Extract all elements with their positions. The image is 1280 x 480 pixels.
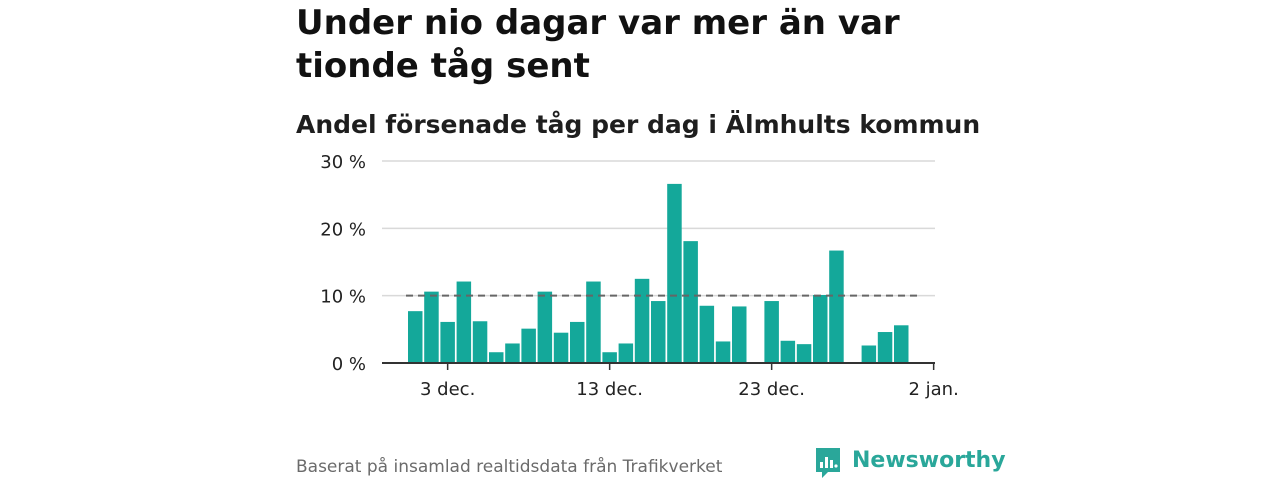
bar <box>472 321 488 363</box>
bar <box>764 301 779 363</box>
y-tick-label: 10 % <box>320 287 366 308</box>
x-axis: 3 dec. 13 dec. 23 dec. 2 jan. <box>382 362 959 400</box>
bar <box>732 306 747 363</box>
bar <box>570 321 585 363</box>
chart-title: Under nio dagar var mer än var tionde tå… <box>296 3 900 86</box>
bar <box>861 345 877 363</box>
bar <box>424 291 439 363</box>
gridlines <box>382 160 935 297</box>
bars <box>408 183 909 363</box>
bar <box>440 321 455 363</box>
y-tick-label: 0 % <box>332 354 366 375</box>
bar <box>586 281 601 363</box>
bar <box>651 301 666 363</box>
brand: Newsworthy <box>814 446 1006 480</box>
bar <box>829 250 844 363</box>
bar <box>408 311 423 363</box>
brand-name: Newsworthy <box>852 448 1006 473</box>
source-note: Baserat på insamlad realtidsdata från Tr… <box>296 457 723 477</box>
bar <box>699 305 715 363</box>
bar <box>796 344 812 363</box>
bar <box>553 332 569 363</box>
bar <box>877 332 893 363</box>
x-tick-label: 23 dec. <box>738 379 805 400</box>
bar <box>813 294 828 363</box>
x-tick-label: 3 dec. <box>420 379 475 400</box>
bar <box>521 328 536 363</box>
y-tick-label: 30 % <box>320 152 366 173</box>
x-tick-label: 13 dec. <box>576 379 643 400</box>
bar <box>634 278 650 363</box>
bar <box>894 325 909 363</box>
bar <box>780 340 796 363</box>
chart-subtitle: Andel försenade tåg per dag i Älmhults k… <box>296 110 981 139</box>
x-tick-label: 2 jan. <box>908 379 958 400</box>
bar <box>715 341 731 363</box>
newsworthy-logo-icon <box>816 448 840 478</box>
bar <box>489 352 504 363</box>
bar <box>667 183 682 363</box>
bar <box>618 343 634 363</box>
bar <box>456 281 472 363</box>
bar <box>683 241 698 363</box>
y-tick-label: 20 % <box>320 219 366 240</box>
bar <box>537 291 553 363</box>
bar <box>602 352 617 363</box>
y-axis-labels: 0 % 10 % 20 % 30 % <box>320 152 366 375</box>
bar-chart: 0 % 10 % 20 % 30 % 3 dec. 13 dec. 23 dec. 2 ja… <box>320 152 959 400</box>
bar <box>505 343 520 363</box>
